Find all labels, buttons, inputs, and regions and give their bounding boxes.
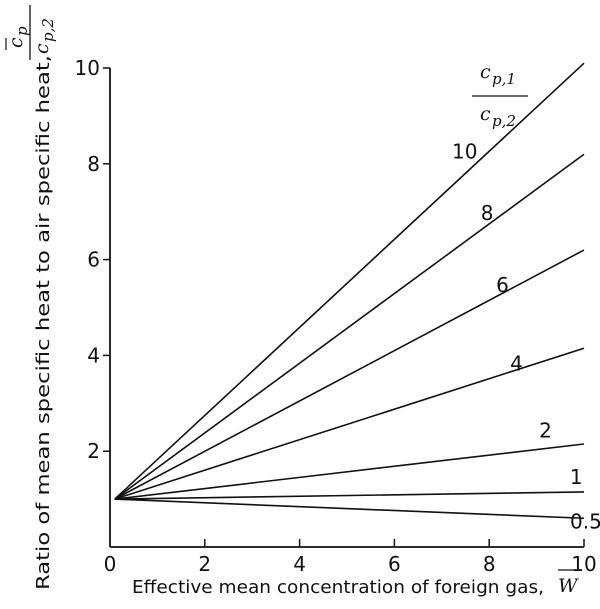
legend-title: c p,1 c p,2	[472, 61, 528, 130]
x-axis-symbol: W	[558, 569, 580, 597]
x-tick-label: 6	[388, 552, 401, 576]
legend-numerator: c	[480, 61, 491, 83]
series-label-8: 8	[481, 201, 494, 225]
series-label-1: 1	[570, 465, 583, 489]
series-line-1	[114, 491, 585, 500]
y-symbol-denominator-sub: p,2	[39, 18, 57, 42]
y-symbol-numerator: c	[5, 37, 27, 48]
series-line-10	[114, 62, 585, 500]
x-tick-label: 4	[293, 552, 306, 576]
y-tick-label: 2	[87, 439, 100, 463]
y-tick-label: 10	[75, 56, 100, 80]
x-tick-label: 8	[483, 552, 496, 576]
series-label-10: 10	[452, 140, 477, 164]
series-line-4	[114, 347, 585, 500]
x-tick-label: 0	[104, 552, 117, 576]
y-symbol-denominator: c	[31, 43, 53, 54]
series-label-6: 6	[496, 273, 509, 297]
series-line-0_5	[114, 498, 585, 520]
series-label-0_5: 0.5	[570, 509, 600, 533]
x-axis-label: Effective mean concentration of foreign …	[132, 577, 544, 598]
y-tick-label: 4	[87, 343, 100, 367]
axis-ticks: 0 2 4 6 8 10 2 4 6 8 10	[75, 56, 597, 576]
legend-denominator-sub: p,2	[492, 112, 516, 130]
series-label-4: 4	[510, 351, 523, 375]
series-labels: 10 8 6 4 21 0.5	[452, 140, 600, 534]
legend-numerator-sub: p,1	[492, 70, 516, 88]
series-line-6	[114, 249, 585, 500]
series-lines	[114, 62, 585, 520]
y-axis-symbol: c p c p,2	[5, 5, 57, 60]
x-tick-label: 2	[198, 552, 211, 576]
x-tick-label: 10	[571, 552, 596, 576]
x-symbol: W	[558, 575, 579, 597]
series-label-2: 2	[539, 419, 552, 443]
y-tick-label: 8	[87, 152, 100, 176]
series-line-8	[114, 153, 585, 500]
legend-denominator: c	[480, 103, 491, 125]
y-tick-label: 6	[87, 248, 100, 272]
series-line-2	[114, 443, 585, 500]
y-axis-label: Ratio of mean specific heat to air speci…	[33, 55, 54, 590]
y-symbol-numerator-sub: p	[13, 26, 31, 36]
